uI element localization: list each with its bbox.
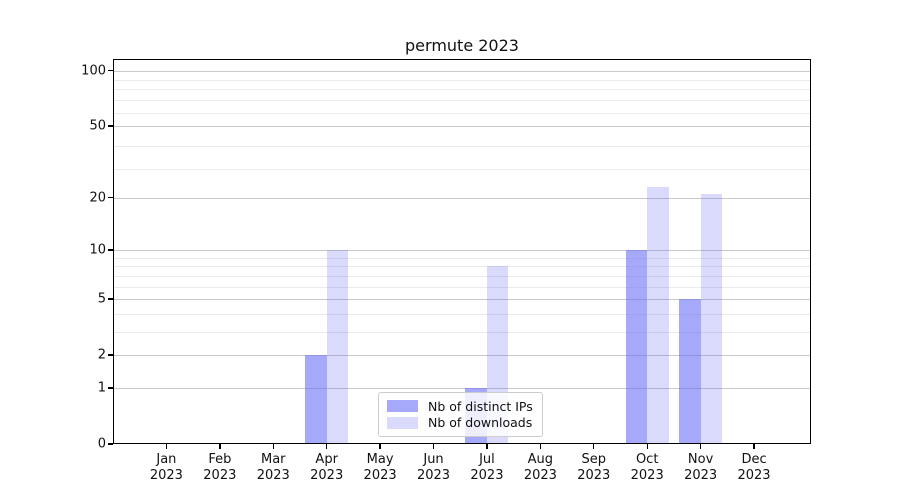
y-tick-label-20: 20 <box>89 190 106 206</box>
y-tick-label-2: 2 <box>97 347 106 363</box>
x-tick-dec <box>753 444 755 449</box>
x-tick-month: Nov <box>687 452 714 467</box>
x-tick-label-jul: Jul 2023 <box>455 452 519 484</box>
y-tick-label-50: 50 <box>89 118 106 134</box>
x-tick-month: Mar <box>260 452 286 467</box>
y-tick-100 <box>108 69 113 72</box>
x-tick-year: 2023 <box>256 468 290 483</box>
x-tick-year: 2023 <box>684 468 718 483</box>
legend-swatch-distinct-ips <box>387 400 418 413</box>
gridline-minor-4 <box>114 313 810 315</box>
gridline-minor-8 <box>114 266 810 268</box>
gridline-major-1 <box>114 387 810 389</box>
x-tick-year: 2023 <box>523 468 557 483</box>
bar-nov-downloads <box>700 193 723 444</box>
gridline-major-50 <box>114 125 810 127</box>
x-tick-mar <box>272 444 274 449</box>
x-tick-jun <box>432 444 435 449</box>
x-tick-label-aug: Aug 2023 <box>508 452 572 484</box>
x-tick-year: 2023 <box>416 468 451 483</box>
x-tick-year: 2023 <box>363 468 397 483</box>
x-tick-label-feb: Feb 2023 <box>188 452 252 484</box>
x-tick-label-dec: Dec 2023 <box>722 452 786 484</box>
x-tick-year: 2023 <box>203 468 237 483</box>
legend-item-downloads: Nb of downloads <box>387 415 534 431</box>
x-tick-oct <box>646 444 648 449</box>
bar-apr-downloads <box>326 249 349 444</box>
gridline-minor-7 <box>114 275 810 277</box>
y-tick-2 <box>108 354 113 356</box>
x-tick-year: 2023 <box>630 468 664 483</box>
y-tick-10 <box>108 249 113 251</box>
y-tick-20 <box>108 196 113 199</box>
gridline-minor-79 <box>114 89 810 91</box>
gridline-major-20 <box>114 197 810 199</box>
legend-label-distinct-ips: Nb of distinct IPs <box>428 398 533 414</box>
x-tick-label-jan: Jan 2023 <box>134 452 198 484</box>
y-tick-1 <box>108 387 113 389</box>
x-tick-month: Dec <box>741 452 767 467</box>
gridline-minor-3 <box>114 331 810 333</box>
x-tick-month: Sep <box>581 452 607 467</box>
x-tick-label-mar: Mar 2023 <box>241 452 305 484</box>
x-tick-may <box>379 444 381 449</box>
x-tick-sep <box>593 444 595 449</box>
legend-label-downloads: Nb of downloads <box>428 415 533 431</box>
y-tick-label-0: 0 <box>97 436 106 452</box>
x-tick-nov <box>699 444 702 449</box>
bar-oct-ips <box>625 249 648 444</box>
gridline-minor-29 <box>114 168 810 170</box>
bar-apr-ips <box>305 355 327 444</box>
gridline-minor-89 <box>114 79 810 81</box>
x-tick-month: Feb <box>208 452 232 467</box>
gridline-major-2 <box>114 355 810 357</box>
gridline-minor-39 <box>114 145 810 147</box>
x-tick-label-nov: Nov 2023 <box>669 452 733 484</box>
x-tick-feb <box>219 444 221 449</box>
x-tick-label-may: May 2023 <box>348 452 412 484</box>
x-tick-label-oct: Oct 2023 <box>615 452 679 484</box>
x-tick-year: 2023 <box>470 468 504 483</box>
x-tick-month: Aug <box>527 452 554 467</box>
y-tick-label-10: 10 <box>89 242 106 258</box>
x-tick-label-jun: Jun 2023 <box>402 452 466 484</box>
legend-swatch-downloads <box>387 416 418 429</box>
x-tick-year: 2023 <box>149 468 183 483</box>
y-tick-5 <box>108 298 113 300</box>
x-tick-label-apr: Apr 2023 <box>295 452 359 484</box>
gridline-minor-69 <box>114 100 810 102</box>
x-tick-aug <box>539 444 542 449</box>
chart-title: permute 2023 <box>405 36 519 55</box>
y-tick-label-5: 5 <box>97 291 106 307</box>
legend: Nb of distinct IPs Nb of downloads <box>378 392 543 437</box>
x-tick-year: 2023 <box>577 468 611 483</box>
bar-nov-ips <box>679 299 701 444</box>
gridline-major-100 <box>114 70 810 72</box>
y-tick-label-1: 1 <box>97 380 106 396</box>
x-tick-month: Apr <box>315 452 338 467</box>
x-tick-month: May <box>366 452 394 467</box>
x-tick-month: Jul <box>479 452 495 467</box>
x-tick-jul <box>486 444 488 449</box>
gridline-major-5 <box>114 299 810 301</box>
legend-item-distinct-ips: Nb of distinct IPs <box>387 398 534 414</box>
x-tick-month: Oct <box>635 452 659 467</box>
x-tick-month: Jun <box>423 452 444 467</box>
y-tick-label-100: 100 <box>81 63 106 79</box>
gridline-major-10 <box>114 249 810 251</box>
x-tick-year: 2023 <box>310 468 344 483</box>
y-tick-0 <box>108 443 113 445</box>
y-tick-50 <box>108 125 113 127</box>
x-tick-apr <box>325 444 328 449</box>
gridline-minor-9 <box>114 257 810 259</box>
gridline-minor-6 <box>114 286 810 288</box>
gridline-minor-59 <box>114 112 810 114</box>
x-tick-label-sep: Sep 2023 <box>562 452 626 484</box>
x-tick-month: Jan <box>156 452 177 467</box>
x-tick-jan <box>165 444 168 449</box>
bar-oct-downloads <box>647 186 669 444</box>
x-tick-year: 2023 <box>737 468 771 483</box>
